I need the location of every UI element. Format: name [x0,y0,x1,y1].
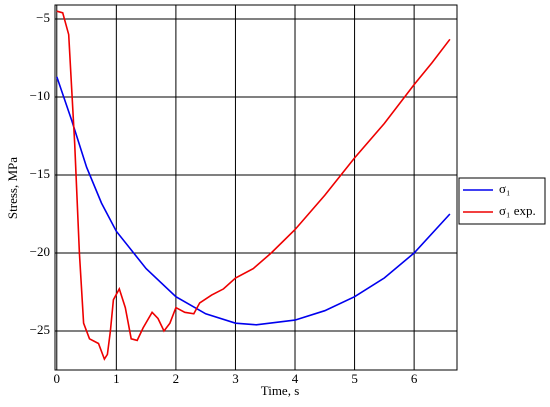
x-tick-label: 0 [54,371,61,386]
series-line [56,76,451,326]
y-tick-label: −5 [36,10,50,25]
y-tick-label: −20 [30,244,50,259]
x-axis-label: Time, s [261,383,300,398]
plot-frame [54,4,458,371]
y-tick-label: −10 [30,88,50,103]
x-tick-label: 5 [351,371,358,386]
legend-box [458,177,546,225]
x-tick-label: 4 [292,371,299,386]
x-tick-label: 6 [411,371,418,386]
x-tick-label: 3 [232,371,239,386]
legend-label: σ₁ [499,181,511,196]
y-tick-label: −15 [30,166,50,181]
series-line [56,10,451,361]
y-tick-label: −25 [30,322,50,337]
x-tick-label: 2 [173,371,180,386]
x-tick-label: 1 [113,371,120,386]
y-axis-label: Stress, MPa [5,157,20,219]
legend-label: σ₁ exp. [499,203,536,218]
